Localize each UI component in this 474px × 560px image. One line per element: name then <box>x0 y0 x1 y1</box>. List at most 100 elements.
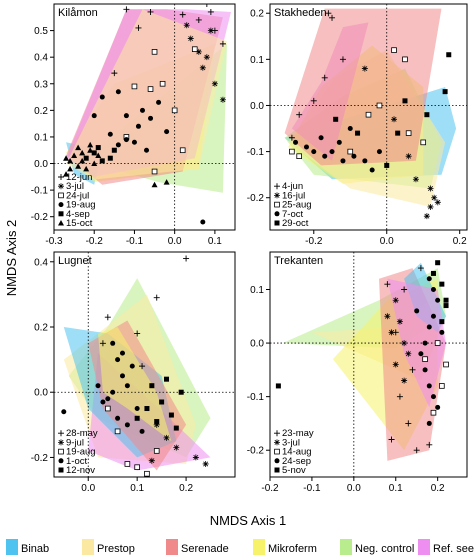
plus-marker <box>321 74 328 81</box>
y-tick-label: 0.0 <box>250 101 264 112</box>
nmds-panel: 0.0 0.1 0.2-0.20.00.20.4 Lugnet28-may9-jul1… <box>31 251 236 494</box>
date-legend-label: 25-aug <box>282 200 312 211</box>
hull-ref-seedlings <box>387 278 446 408</box>
y-tick-label: 0.0 <box>34 388 48 399</box>
dot-marker <box>123 113 129 119</box>
dot-marker <box>303 144 309 150</box>
asterisk-marker <box>192 454 199 461</box>
x-tick-label: 0.2 <box>431 483 445 494</box>
asterisk-marker <box>401 340 408 347</box>
dot-marker <box>362 158 368 164</box>
x-tick-label: 0.0 <box>81 483 95 494</box>
x-tick-label: 0.1 <box>389 483 403 494</box>
asterisk-marker <box>163 434 170 441</box>
triangle-marker <box>63 155 70 161</box>
legend-label: Prestop <box>97 543 135 555</box>
date-legend-label: 3-jul <box>66 181 84 192</box>
date-legend-label: 4-jun <box>282 181 303 192</box>
panel-title: Trekanten <box>274 255 323 267</box>
open-square-marker <box>153 448 160 454</box>
open-square-marker <box>391 47 397 53</box>
dot-marker <box>156 99 162 105</box>
y-tick-label: 0.4 <box>34 53 48 64</box>
asterisk-marker <box>195 48 202 55</box>
open-square-marker <box>131 83 138 90</box>
y-tick-label: -0.2 <box>247 193 265 204</box>
legend-swatch <box>253 539 265 555</box>
square-marker <box>144 406 150 412</box>
dot-marker <box>293 139 299 145</box>
plus-marker <box>207 8 214 15</box>
y-tick-label: -0.1 <box>247 147 265 158</box>
plus-marker <box>134 330 141 337</box>
square-marker <box>430 270 436 276</box>
y-tick-label: 0.2 <box>34 106 48 117</box>
asterisk-marker <box>148 457 155 464</box>
x-tick-label: -0.2 <box>305 236 323 247</box>
square-marker <box>95 145 101 151</box>
asterisk-marker <box>427 203 434 210</box>
y-axis-title: NMDS Axis 2 <box>4 220 19 297</box>
open-square-marker <box>376 102 383 109</box>
asterisk-marker <box>183 22 190 29</box>
asterisk-marker <box>412 176 419 183</box>
y-tick-label: 0.3 <box>34 79 48 90</box>
y-tick-label: 0.1 <box>250 285 264 296</box>
plus-marker <box>388 436 395 443</box>
legend-swatch <box>166 539 178 555</box>
triangle-marker <box>67 165 74 172</box>
legend-item: Ref. seedlings <box>418 539 474 555</box>
asterisk-marker <box>202 460 209 467</box>
dot-marker <box>119 373 125 379</box>
square-marker <box>435 260 441 266</box>
square-marker <box>134 415 140 421</box>
asterisk-marker <box>396 318 403 325</box>
date-legend-label: 12-nov <box>66 465 95 476</box>
plus-marker <box>274 183 280 190</box>
x-tick-label: 0.0 <box>347 483 361 494</box>
open-square-marker <box>191 46 198 52</box>
y-tick-label: 0.0 <box>34 159 48 170</box>
legend-swatch <box>6 539 18 555</box>
dot-marker <box>351 153 357 159</box>
dot-marker <box>91 113 97 119</box>
triangle-marker <box>79 149 86 156</box>
legend-label: Serenade <box>181 543 229 555</box>
x-tick-label: 0.0 <box>380 236 394 247</box>
asterisk-marker <box>211 80 218 87</box>
open-square-marker <box>144 470 150 477</box>
dot-marker <box>322 153 328 159</box>
dot-marker <box>164 129 170 135</box>
hull-prestop <box>66 9 227 180</box>
legend-swatch <box>82 539 94 555</box>
dot-marker <box>105 396 111 402</box>
open-square-marker <box>274 201 280 208</box>
open-square-marker <box>58 448 64 455</box>
asterisk-marker <box>423 213 430 220</box>
dot-marker <box>110 340 116 346</box>
asterisk-marker <box>392 361 399 368</box>
open-square-marker <box>171 107 178 114</box>
dot-marker <box>369 167 375 173</box>
square-marker <box>58 211 64 217</box>
date-legend-label: 24-sep <box>282 456 311 467</box>
legend-item: Prestop <box>82 539 135 555</box>
triangle-marker <box>87 141 94 148</box>
legend-swatch <box>340 539 352 555</box>
plus-marker <box>409 366 416 373</box>
x-tick-label: 0.2 <box>179 483 193 494</box>
dot-marker <box>435 404 441 410</box>
square-marker <box>159 399 165 405</box>
dot-marker <box>110 389 116 395</box>
date-legend-label: 12-jun <box>66 172 92 183</box>
dot-marker <box>430 287 436 292</box>
plus-marker <box>401 286 408 293</box>
dot-marker <box>115 415 121 421</box>
plus-marker <box>310 97 317 104</box>
dot-marker <box>115 89 121 95</box>
x-tick-label: 0.1 <box>130 483 144 494</box>
plus-marker <box>405 420 412 427</box>
square-marker <box>424 112 430 118</box>
asterisk-marker <box>427 185 434 192</box>
open-square-marker <box>58 192 64 199</box>
